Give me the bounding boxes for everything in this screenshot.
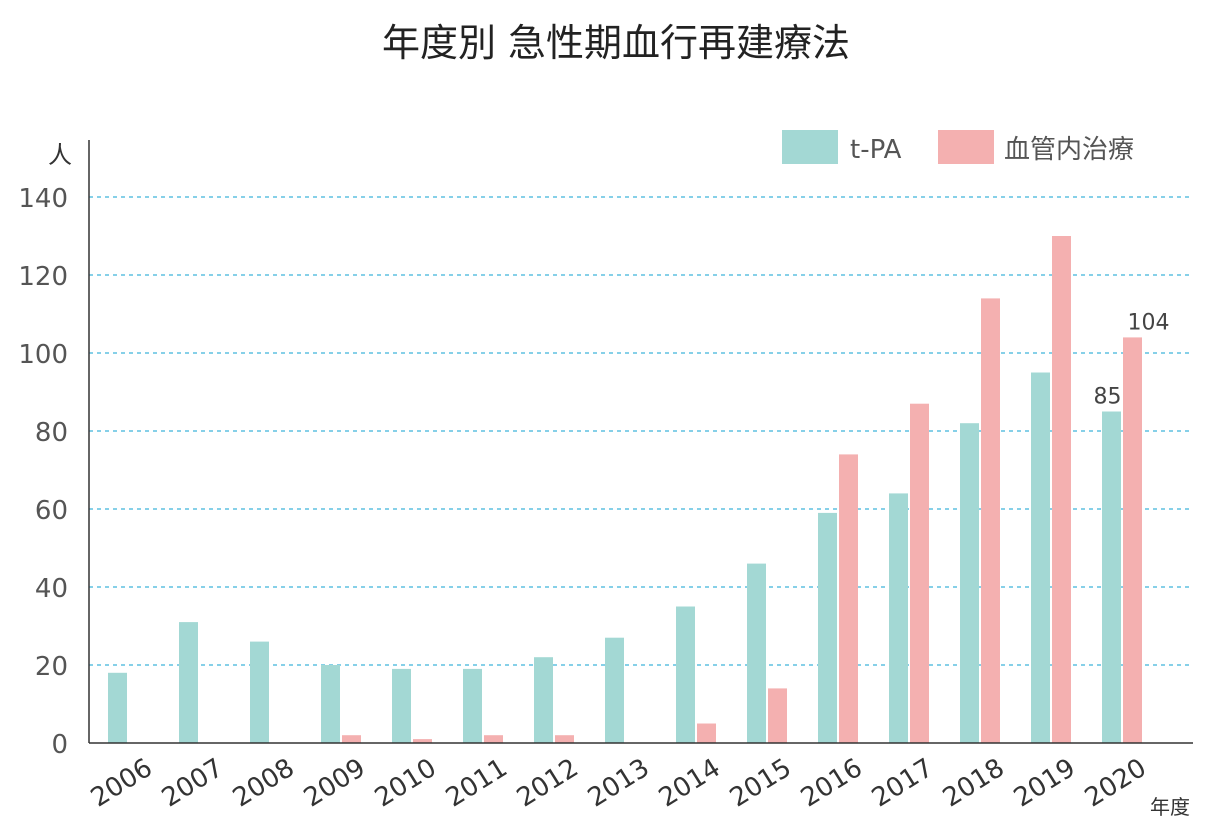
- y-tick-label: 60: [35, 496, 68, 526]
- x-axis-unit: 年度: [1150, 795, 1190, 819]
- legend: t-PA 血管内治療: [782, 130, 1134, 165]
- bar-tpa-2009: [321, 665, 340, 743]
- bar-tpa-2016: [818, 512, 837, 743]
- y-tick-label: 80: [35, 418, 68, 448]
- legend-swatch-endovascular: [938, 130, 994, 164]
- bar-endovascular-2012: [555, 735, 574, 743]
- x-tick-label: 2006: [86, 753, 158, 814]
- chart-title: 年度別 急性期血行再建療法: [382, 21, 850, 65]
- x-tick-label: 2008: [228, 753, 300, 814]
- bar-endovascular-2009: [342, 735, 361, 743]
- bar-tpa-2010: [392, 668, 411, 743]
- y-tick-label: 100: [18, 340, 68, 370]
- bar-endovascular-2017: [910, 403, 929, 743]
- y-tick-label: 20: [35, 652, 68, 682]
- x-tick-label: 2011: [441, 753, 513, 814]
- gridlines: [89, 196, 1193, 666]
- y-tick-label: 120: [18, 262, 68, 292]
- data-label: 104: [1128, 310, 1170, 335]
- bar-tpa-2014: [676, 606, 695, 743]
- bar-tpa-2019: [1031, 372, 1050, 743]
- data-label: 85: [1094, 385, 1122, 410]
- legend-label-endovascular: 血管内治療: [1004, 135, 1134, 165]
- x-tick-label: 2014: [654, 753, 726, 814]
- y-axis-unit: 人: [48, 141, 72, 169]
- bar-tpa-2012: [534, 657, 553, 743]
- data-labels: 85 104: [1094, 310, 1170, 409]
- legend-swatch-tpa: [782, 130, 838, 164]
- x-tick-label: 2012: [512, 753, 584, 814]
- x-tick-label: 2015: [725, 753, 797, 814]
- bar-endovascular-2010: [413, 739, 432, 743]
- bar-endovascular-2015: [768, 688, 787, 743]
- x-tick-label: 2020: [1080, 753, 1152, 814]
- x-tick-label: 2019: [1009, 753, 1081, 814]
- x-tick-label: 2018: [938, 753, 1010, 814]
- bar-endovascular-2011: [484, 735, 503, 743]
- y-tick-label: 0: [51, 730, 68, 760]
- bar-tpa-2018: [960, 423, 979, 743]
- x-tick-label: 2017: [867, 753, 939, 814]
- x-tick-label: 2013: [583, 753, 655, 814]
- x-tick-label: 2010: [370, 753, 442, 814]
- x-tick-label: 2016: [796, 753, 868, 814]
- bar-tpa-2007: [179, 622, 198, 743]
- x-tick-labels: 2006200720082009201020112012201320142015…: [86, 753, 1152, 814]
- bar-tpa-2020: [1102, 411, 1121, 743]
- bar-endovascular-2016: [839, 454, 858, 743]
- bars: [108, 236, 1142, 743]
- bar-endovascular-2018: [981, 298, 1000, 743]
- bar-endovascular-2014: [697, 723, 716, 743]
- y-tick-label: 140: [18, 184, 68, 214]
- bar-tpa-2015: [747, 563, 766, 743]
- y-tick-label: 40: [35, 574, 68, 604]
- x-tick-label: 2007: [157, 753, 229, 814]
- bar-tpa-2017: [889, 493, 908, 743]
- bar-tpa-2011: [463, 668, 482, 743]
- x-tick-label: 2009: [299, 753, 371, 814]
- bar-endovascular-2019: [1052, 236, 1071, 743]
- bar-endovascular-2020: [1123, 337, 1142, 743]
- bar-tpa-2006: [108, 672, 127, 743]
- bar-tpa-2013: [605, 637, 624, 743]
- legend-label-tpa: t-PA: [850, 135, 902, 165]
- y-tick-labels: 0 20 40 60 80 100 120 140: [18, 184, 68, 760]
- bar-tpa-2008: [250, 641, 269, 743]
